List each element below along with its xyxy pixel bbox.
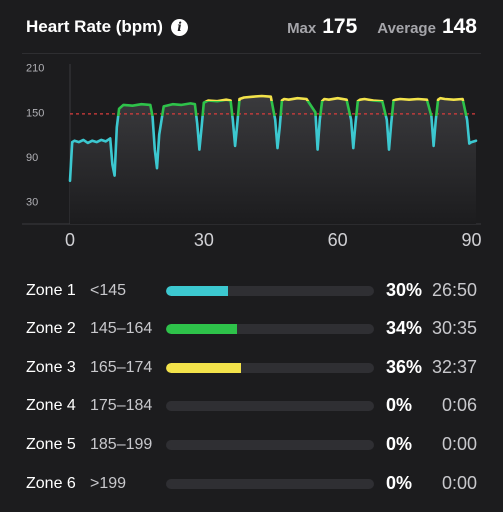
- zone-range: <145: [90, 282, 127, 299]
- max-label: Max: [287, 20, 317, 37]
- y-tick-label: 210: [26, 63, 44, 75]
- heart-rate-area: [70, 96, 476, 224]
- zone-time: 30:35: [431, 318, 477, 338]
- zone-range: 165–174: [90, 359, 153, 376]
- header-divider: [22, 53, 481, 54]
- zone-name: Zone 3: [26, 359, 76, 376]
- zone-bar-track: [166, 401, 374, 411]
- zone-row-5[interactable]: Zone 5 185–199 0% 0:00: [0, 432, 503, 458]
- x-tick-label: 90: [462, 230, 482, 250]
- zone-bar-fill: [166, 324, 237, 334]
- x-tick-label: 60: [328, 230, 348, 250]
- zone-bar-track: [166, 286, 374, 296]
- zone-time: 0:00: [441, 434, 477, 454]
- zone-bar-track: [166, 363, 374, 373]
- zone-row-4[interactable]: Zone 4 175–184 0% 0:06: [0, 393, 503, 419]
- summary-stats: Max 175 Average 148: [287, 15, 477, 39]
- card-title: Heart Rate (bpm): [26, 17, 163, 36]
- zone-percent: 30%: [386, 280, 423, 300]
- zone-range: 185–199: [90, 436, 153, 453]
- zone-name: Zone 6: [26, 475, 76, 492]
- zone-time: 26:50: [431, 280, 477, 300]
- zone-name: Zone 2: [26, 320, 76, 337]
- average-label: Average: [377, 20, 436, 37]
- zone-bar-track: [166, 440, 374, 450]
- zone-row-2[interactable]: Zone 2 145–164 34% 30:35: [0, 316, 503, 342]
- zone-bar-track: [166, 324, 374, 334]
- zone-time: 0:00: [441, 473, 477, 493]
- zone-range: 175–184: [90, 397, 153, 414]
- zone-name: Zone 1: [26, 282, 76, 299]
- average-value: 148: [441, 15, 477, 38]
- y-tick-label: 30: [26, 197, 38, 209]
- zone-row-3[interactable]: Zone 3 165–174 36% 32:37: [0, 355, 503, 381]
- zone-row-6[interactable]: Zone 6 >199 0% 0:00: [0, 471, 503, 497]
- zone-range: >199: [90, 475, 127, 492]
- zone-percent: 0%: [386, 473, 413, 493]
- zone-percent: 0%: [386, 434, 413, 454]
- y-tick-label: 150: [26, 107, 44, 119]
- zone-name: Zone 5: [26, 436, 76, 453]
- y-tick-label: 90: [26, 152, 38, 164]
- x-tick-label: 0: [65, 230, 75, 250]
- zone-range: 145–164: [90, 320, 153, 337]
- card-header: Heart Rate (bpm) i Max 175 Average 148: [26, 10, 477, 44]
- zone-bar-fill: [166, 286, 229, 296]
- heart-rate-chart: 30 90 150 210 0 30 60 90: [22, 63, 482, 250]
- info-icon[interactable]: i: [170, 18, 188, 36]
- zone-bar-fill: [166, 363, 241, 373]
- zone-row-1[interactable]: Zone 1 <145 30% 26:50: [0, 278, 503, 304]
- zone-bar-track: [166, 479, 374, 489]
- zone-name: Zone 4: [26, 397, 76, 414]
- max-value: 175: [322, 15, 358, 38]
- x-tick-label: 30: [194, 230, 214, 250]
- zone-percent: 0%: [386, 395, 413, 415]
- zone-time: 32:37: [431, 357, 477, 377]
- zone-percent: 36%: [386, 357, 423, 377]
- zone-time: 0:06: [441, 395, 477, 415]
- heart-rate-series-line: [68, 94, 478, 183]
- zone-percent: 34%: [386, 318, 423, 338]
